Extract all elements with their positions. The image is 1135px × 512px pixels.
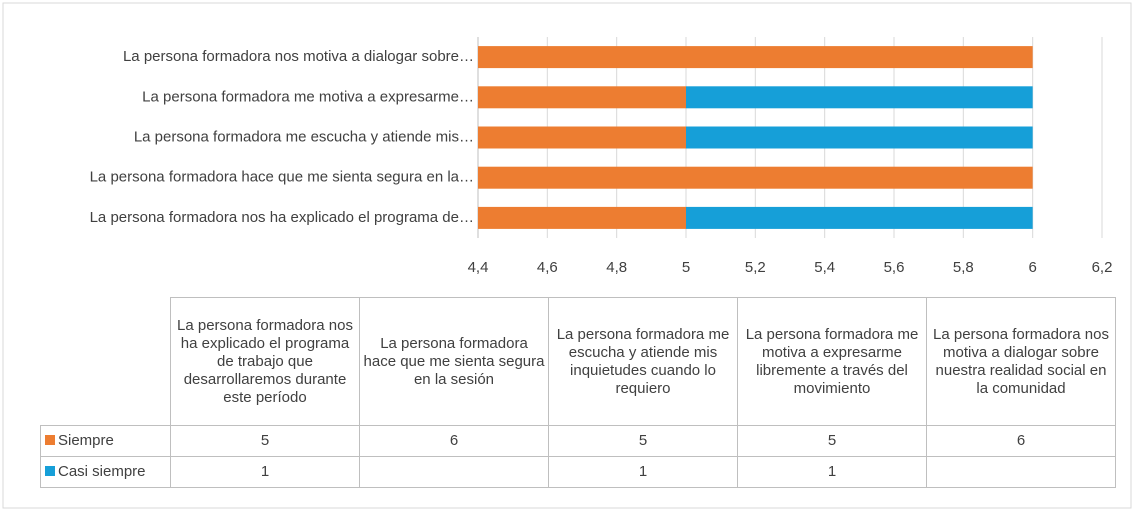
- x-tick-label: 5: [682, 259, 690, 276]
- column-header: La persona formadora me motiva a expresa…: [737, 297, 927, 426]
- series-row: Siempre 5 6 5 5 6: [40, 425, 1116, 457]
- column-header: La persona formadora me escucha y atiend…: [548, 297, 738, 426]
- column-header: La persona formadora nos ha explicado el…: [170, 297, 360, 426]
- bar: [686, 206, 1033, 229]
- x-tick-label: 5,6: [884, 259, 905, 276]
- x-tick-label: 4,8: [606, 259, 627, 276]
- bar: [478, 166, 1033, 189]
- y-tick-label: La persona formadora hace que me sienta …: [90, 169, 474, 186]
- empty-cell: [926, 456, 1116, 488]
- column-header: La persona formadora nos motiva a dialog…: [926, 297, 1116, 426]
- value-cell: 5: [737, 425, 927, 457]
- series-row: Casi siempre 1 1 1: [40, 456, 1116, 488]
- y-tick-label: La persona formadora me motiva a expresa…: [142, 88, 474, 105]
- value-cell: 6: [926, 425, 1116, 457]
- x-tick-label: 5,8: [953, 259, 974, 276]
- legend-label: Siempre: [58, 432, 114, 449]
- x-tick-label: 4,6: [537, 259, 558, 276]
- corner: [40, 297, 171, 426]
- value-cell: 1: [737, 456, 927, 488]
- legend-swatch: [45, 466, 55, 476]
- header-row: La persona formadora nos ha explicado el…: [40, 297, 1116, 426]
- value-cell: 6: [359, 425, 549, 457]
- bar: [686, 126, 1033, 149]
- x-tick-label: 5,4: [814, 259, 835, 276]
- value-cell: 1: [548, 456, 738, 488]
- legend-swatch: [45, 435, 55, 445]
- bar: [478, 126, 686, 149]
- y-tick-label: La persona formadora me escucha y atiend…: [134, 128, 474, 145]
- value-cell: 5: [170, 425, 360, 457]
- x-tick-label: 5,2: [745, 259, 766, 276]
- bar: [478, 206, 686, 229]
- x-tick-label: 6,2: [1092, 259, 1113, 276]
- bar: [478, 46, 1033, 69]
- x-tick-label: 4,4: [468, 259, 489, 276]
- x-tick-label: 6: [1028, 259, 1036, 276]
- data-table: La persona formadora nos ha explicado el…: [40, 297, 1116, 488]
- bar: [686, 86, 1033, 109]
- empty-cell: [359, 456, 549, 488]
- column-header: La persona formadora hace que me sienta …: [359, 297, 549, 426]
- value-cell: 1: [170, 456, 360, 488]
- legend-cell: Casi siempre: [40, 456, 171, 488]
- value-cell: 5: [548, 425, 738, 457]
- legend-cell: Siempre: [40, 425, 171, 457]
- legend-label: Casi siempre: [58, 463, 146, 480]
- y-tick-label: La persona formadora nos ha explicado el…: [90, 209, 474, 226]
- y-tick-label: La persona formadora nos motiva a dialog…: [123, 48, 474, 65]
- bar: [478, 86, 686, 109]
